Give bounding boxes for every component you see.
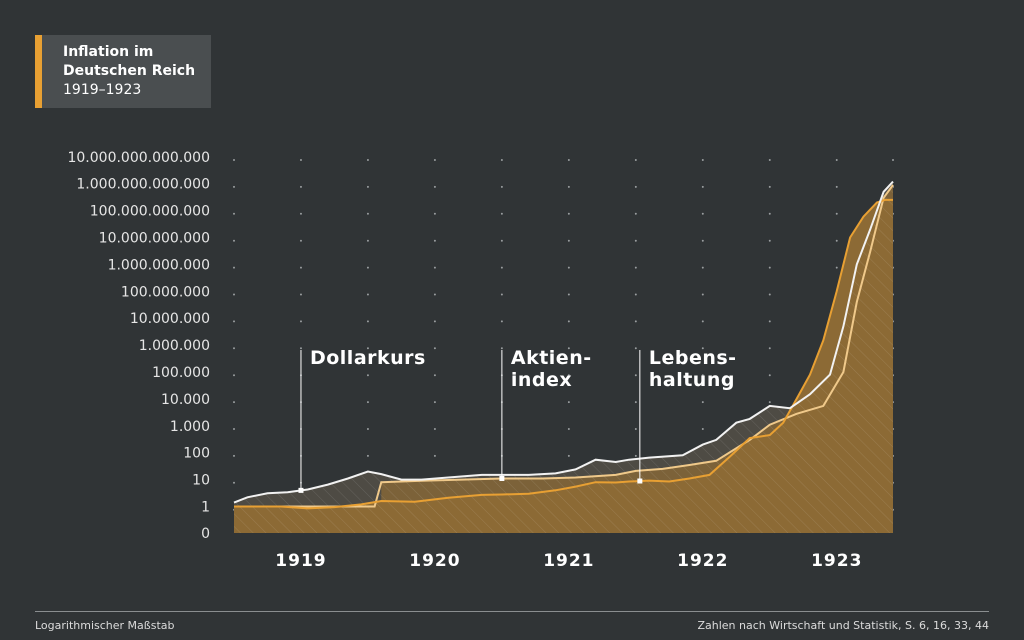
x-tick-label: 1919 [275, 551, 326, 571]
annotation-label: Dollarkurs [310, 347, 426, 369]
y-tick-label: 10.000 [161, 392, 210, 408]
y-tick-label: 1.000 [170, 419, 210, 435]
y-tick-label: 100 [183, 446, 210, 462]
y-tick-label: 1 [201, 500, 210, 516]
title-box: Inflation im Deutschen Reich 1919–1923 [35, 35, 211, 108]
y-tick-label: 10 [192, 473, 210, 489]
y-tick-label: 10.000.000 [130, 311, 210, 327]
footer-scale-note: Logarithmischer Maßstab [35, 619, 175, 632]
x-tick-label: 1922 [677, 551, 728, 571]
y-tick-label: 10.000.000.000.000 [67, 150, 210, 166]
y-tick-label: 100.000 [152, 365, 210, 381]
annotation-marker [499, 475, 505, 481]
y-tick-label: 100.000.000.000 [90, 204, 210, 220]
chart-subtitle: 1919–1923 [63, 82, 142, 98]
annotation-marker [637, 478, 643, 484]
title-accent-bar [35, 35, 42, 108]
y-tick-label: 1.000.000.000 [108, 257, 210, 273]
annotation-label: haltung [649, 369, 735, 391]
x-tick-label: 1921 [543, 551, 594, 571]
footer-source: Zahlen nach Wirtschaft und Statistik, S.… [697, 619, 989, 632]
annotation-label: Lebens- [649, 347, 737, 369]
x-tick-label: 1923 [811, 551, 862, 571]
y-tick-label: 100.000.000 [121, 284, 210, 300]
footer-rule [35, 611, 989, 612]
y-tick-label: 1.000.000.000.000 [76, 177, 210, 193]
y-tick-label: 1.000.000 [139, 338, 210, 354]
y-tick-label: 10.000.000.000 [99, 231, 210, 247]
line-dollarkurs [233, 180, 894, 504]
hatch-overlay [234, 181, 893, 533]
x-tick-label: 1920 [409, 551, 460, 571]
annotation-label: Aktien- [511, 347, 592, 369]
chart-title-line-1: Inflation im [63, 44, 154, 60]
annotation-marker [298, 487, 304, 493]
annotation-label: index [511, 369, 572, 391]
chart-title-line-2: Deutschen Reich [63, 63, 196, 79]
y-tick-label: 0 [201, 526, 210, 542]
